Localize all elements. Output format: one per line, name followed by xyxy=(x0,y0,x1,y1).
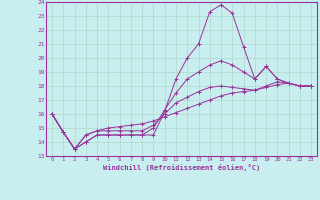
X-axis label: Windchill (Refroidissement éolien,°C): Windchill (Refroidissement éolien,°C) xyxy=(103,164,260,171)
